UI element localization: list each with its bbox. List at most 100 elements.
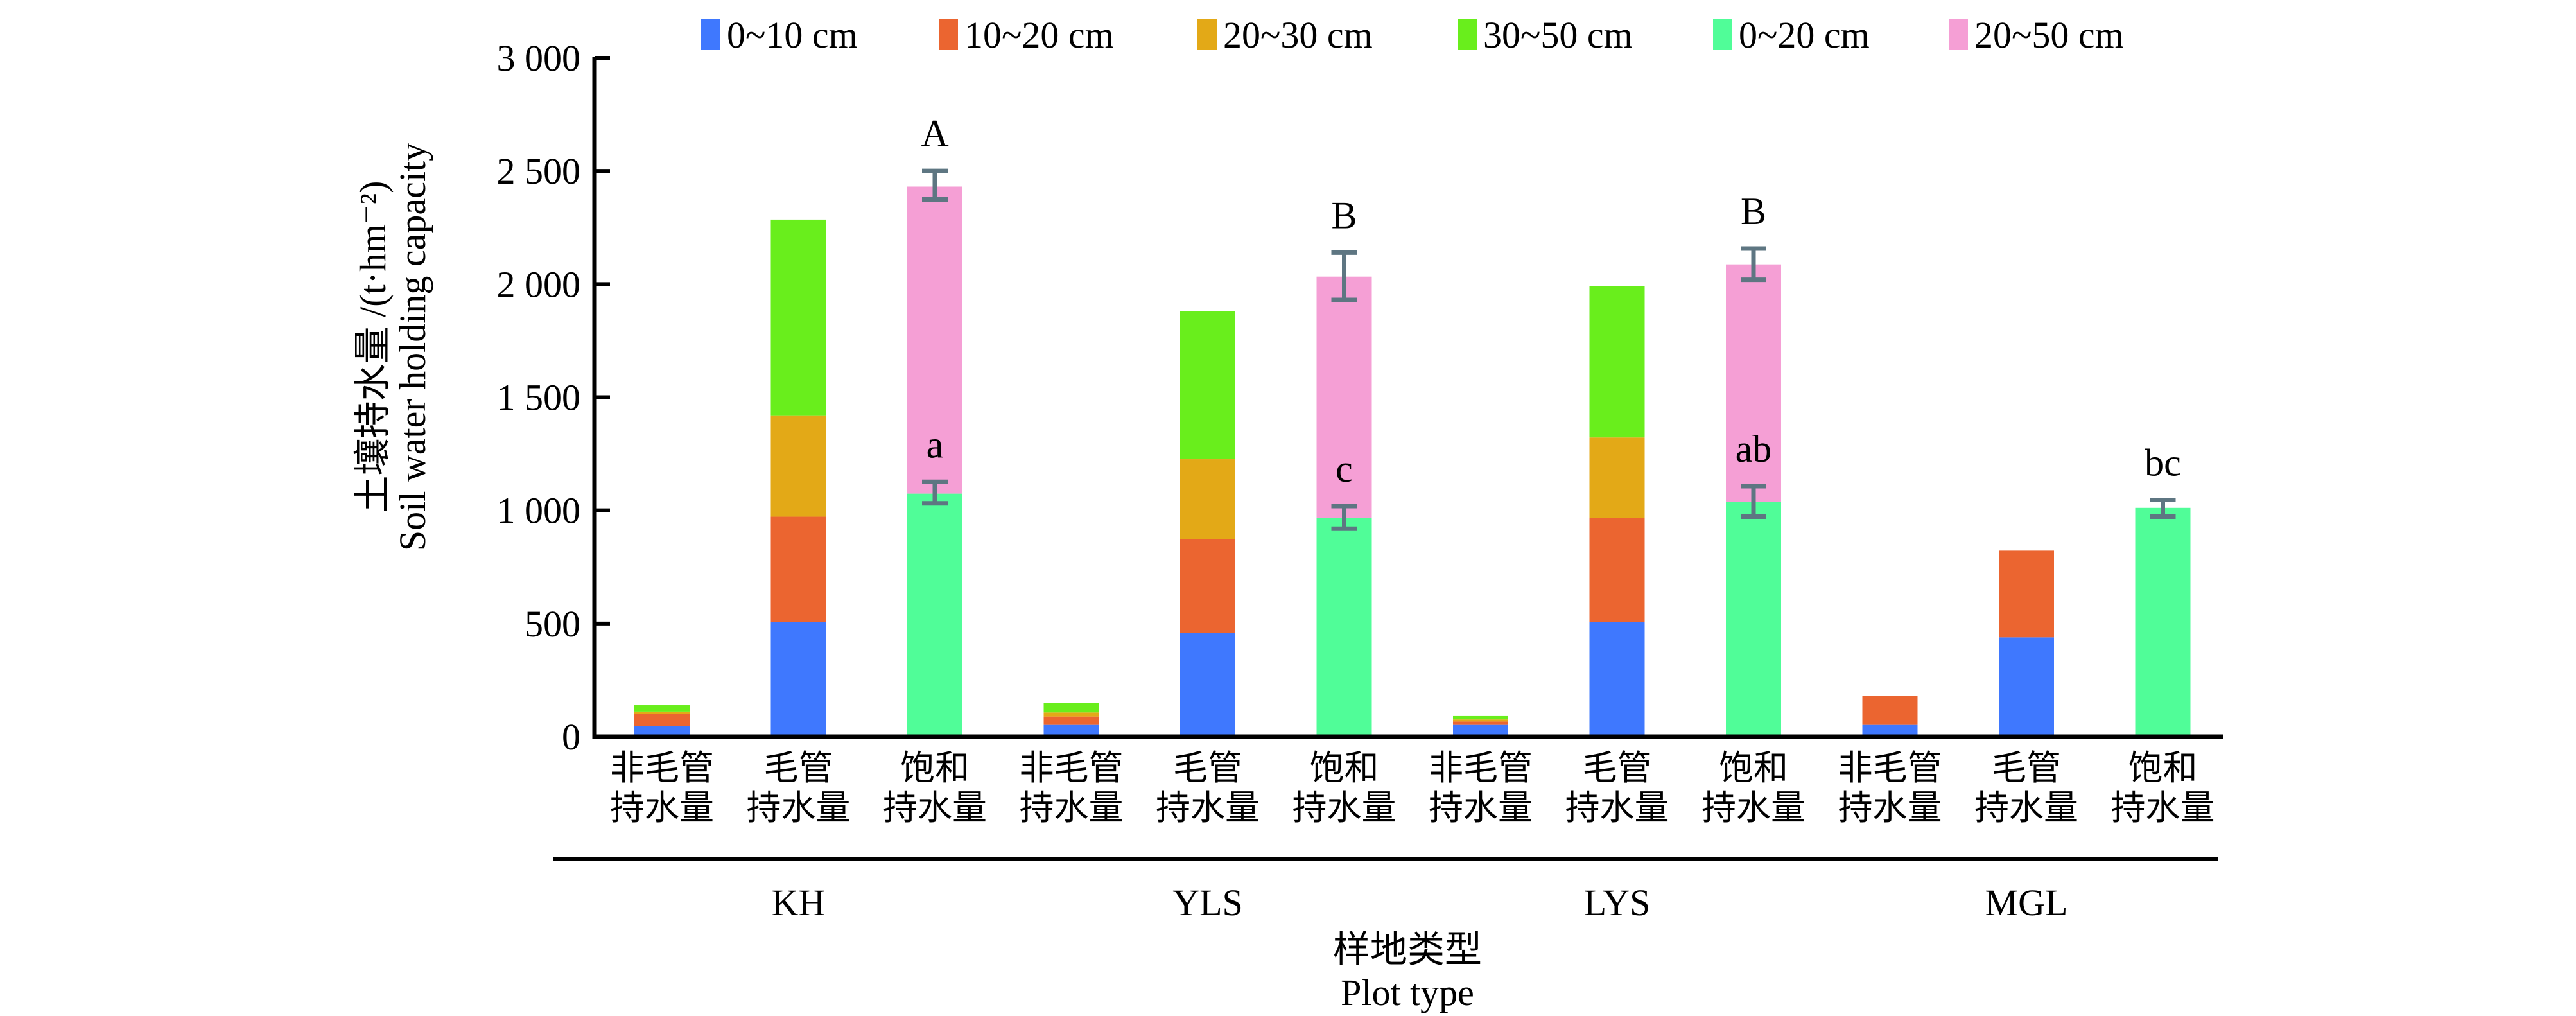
group-labels-layer: KH YLS LYS MGL <box>553 857 2218 924</box>
x-category-label-line1: 饱和 <box>900 749 970 787</box>
group-label: MGL <box>1985 882 2068 924</box>
bars-layer <box>634 186 2191 737</box>
y-tick-label: 500 <box>525 603 580 645</box>
x-category-label-line1: 饱和 <box>2128 749 2198 787</box>
y-tick-label: 1 000 <box>497 490 581 532</box>
legend-swatch <box>1949 19 1968 50</box>
bar-segment <box>1726 264 1781 502</box>
bar-segment <box>634 705 690 712</box>
bar-segment <box>907 493 962 737</box>
x-axis-title-en: Plot type <box>1341 972 1474 1013</box>
y-tick-label: 2 500 <box>497 150 581 192</box>
legend-label: 0~10 cm <box>727 14 858 56</box>
bar-segment <box>770 415 826 517</box>
x-category-label-line1: 非毛管 <box>1020 749 1124 787</box>
legend-swatch <box>939 19 958 50</box>
bar-segment <box>1316 276 1372 518</box>
bar-segment <box>1589 437 1645 518</box>
x-category-label-line1: 饱和 <box>1310 749 1379 787</box>
bar-segment <box>1589 518 1645 622</box>
x-category-label-line2: 持水量 <box>883 789 987 827</box>
x-category-label-line2: 持水量 <box>1156 789 1260 827</box>
x-category-label-line2: 持水量 <box>1838 789 1942 827</box>
bar-segment <box>1862 696 1918 725</box>
bar-segment <box>1999 550 2054 638</box>
significance-label-lower: bc <box>2145 441 2181 484</box>
y-tick-label: 2 000 <box>497 263 581 305</box>
x-category-label-line1: 饱和 <box>1719 749 1788 787</box>
x-axis-title-cn: 样地类型 <box>1333 929 1482 970</box>
bar-segment <box>1453 724 1508 737</box>
legend-label: 30~50 cm <box>1483 14 1633 56</box>
x-category-label-line2: 持水量 <box>1701 789 1806 827</box>
legend-swatch <box>701 19 720 50</box>
group-label: KH <box>772 882 826 924</box>
x-category-label-line1: 毛管 <box>1173 749 1242 787</box>
bar-segment <box>1180 539 1235 633</box>
x-category-label-line2: 持水量 <box>610 789 714 827</box>
bar-segment <box>1043 712 1099 717</box>
bar-segment <box>634 711 690 714</box>
bar-segment <box>2135 507 2191 737</box>
bar-segment <box>1180 459 1235 539</box>
significance-labels-layer: Aa Bc Bab bc <box>921 112 2180 490</box>
significance-label-lower: a <box>927 423 944 466</box>
bar-segment <box>1180 311 1235 460</box>
x-category-label-line1: 毛管 <box>1992 749 2061 787</box>
y-tick-label: 0 <box>562 716 580 758</box>
y-ticks-layer: 0 500 1 000 1 500 2 000 2 500 3 000 <box>497 37 610 758</box>
bar-segment <box>1589 622 1645 737</box>
bar-segment <box>1316 518 1372 737</box>
significance-label-upper: B <box>1741 190 1766 232</box>
bar-segment <box>634 714 690 726</box>
legend-label: 20~30 cm <box>1223 14 1373 56</box>
bar-segment <box>1862 724 1918 737</box>
x-category-label-line2: 持水量 <box>1429 789 1533 827</box>
bar-segment <box>907 186 962 494</box>
bar-segment <box>770 219 826 416</box>
bar-segment <box>1453 719 1508 722</box>
bar-segment <box>770 622 826 737</box>
x-category-label-line1: 毛管 <box>1583 749 1652 787</box>
group-label: YLS <box>1172 882 1243 924</box>
legend-label: 0~20 cm <box>1739 14 1870 56</box>
significance-label-lower: ab <box>1736 428 1772 470</box>
y-axis-title-cn: 土壤持水量 /(t·hm⁻²) <box>352 181 394 513</box>
x-category-label-line1: 毛管 <box>764 749 833 787</box>
legend-label: 10~20 cm <box>964 14 1114 56</box>
x-category-label-line2: 持水量 <box>747 789 851 827</box>
x-category-label-line2: 持水量 <box>2111 789 2215 827</box>
bar-segment <box>1043 716 1099 725</box>
x-category-label-line1: 非毛管 <box>610 749 714 787</box>
significance-label-upper: B <box>1331 194 1357 236</box>
group-label: LYS <box>1584 882 1651 924</box>
bar-segment <box>1043 703 1099 713</box>
x-category-labels-layer: 非毛管持水量毛管持水量饱和持水量非毛管持水量毛管持水量饱和持水量非毛管持水量毛管… <box>610 749 2215 827</box>
axes-layer <box>592 57 2223 739</box>
x-category-label-line2: 持水量 <box>1292 789 1397 827</box>
y-axis-title-en: Soil water holding capacity <box>392 143 433 551</box>
legend-swatch <box>1458 19 1477 50</box>
y-tick-label: 3 000 <box>497 37 581 79</box>
bar-segment <box>1043 724 1099 737</box>
bar-segment <box>1999 637 2054 737</box>
bar-segment <box>1180 633 1235 737</box>
bar-segment <box>634 726 690 737</box>
x-category-label-line2: 持水量 <box>1565 789 1669 827</box>
legend-swatch <box>1713 19 1732 50</box>
legend-swatch <box>1197 19 1217 50</box>
bar-segment <box>770 516 826 622</box>
legend: 0~10 cm 10~20 cm 20~30 cm 30~50 cm 0~20 cm 20… <box>701 14 2124 56</box>
x-category-label-line1: 非毛管 <box>1838 749 1942 787</box>
y-tick-label: 1 500 <box>497 377 581 419</box>
bar-segment <box>1453 721 1508 725</box>
significance-label-upper: A <box>921 112 948 155</box>
legend-label: 20~50 cm <box>1974 14 2124 56</box>
significance-label-lower: c <box>1336 448 1353 490</box>
error-bars-layer <box>922 168 2176 531</box>
bar-segment <box>1726 502 1781 737</box>
x-category-label-line2: 持水量 <box>1974 789 2078 827</box>
bar-segment <box>1453 715 1508 720</box>
x-category-label-line2: 持水量 <box>1020 789 1124 827</box>
